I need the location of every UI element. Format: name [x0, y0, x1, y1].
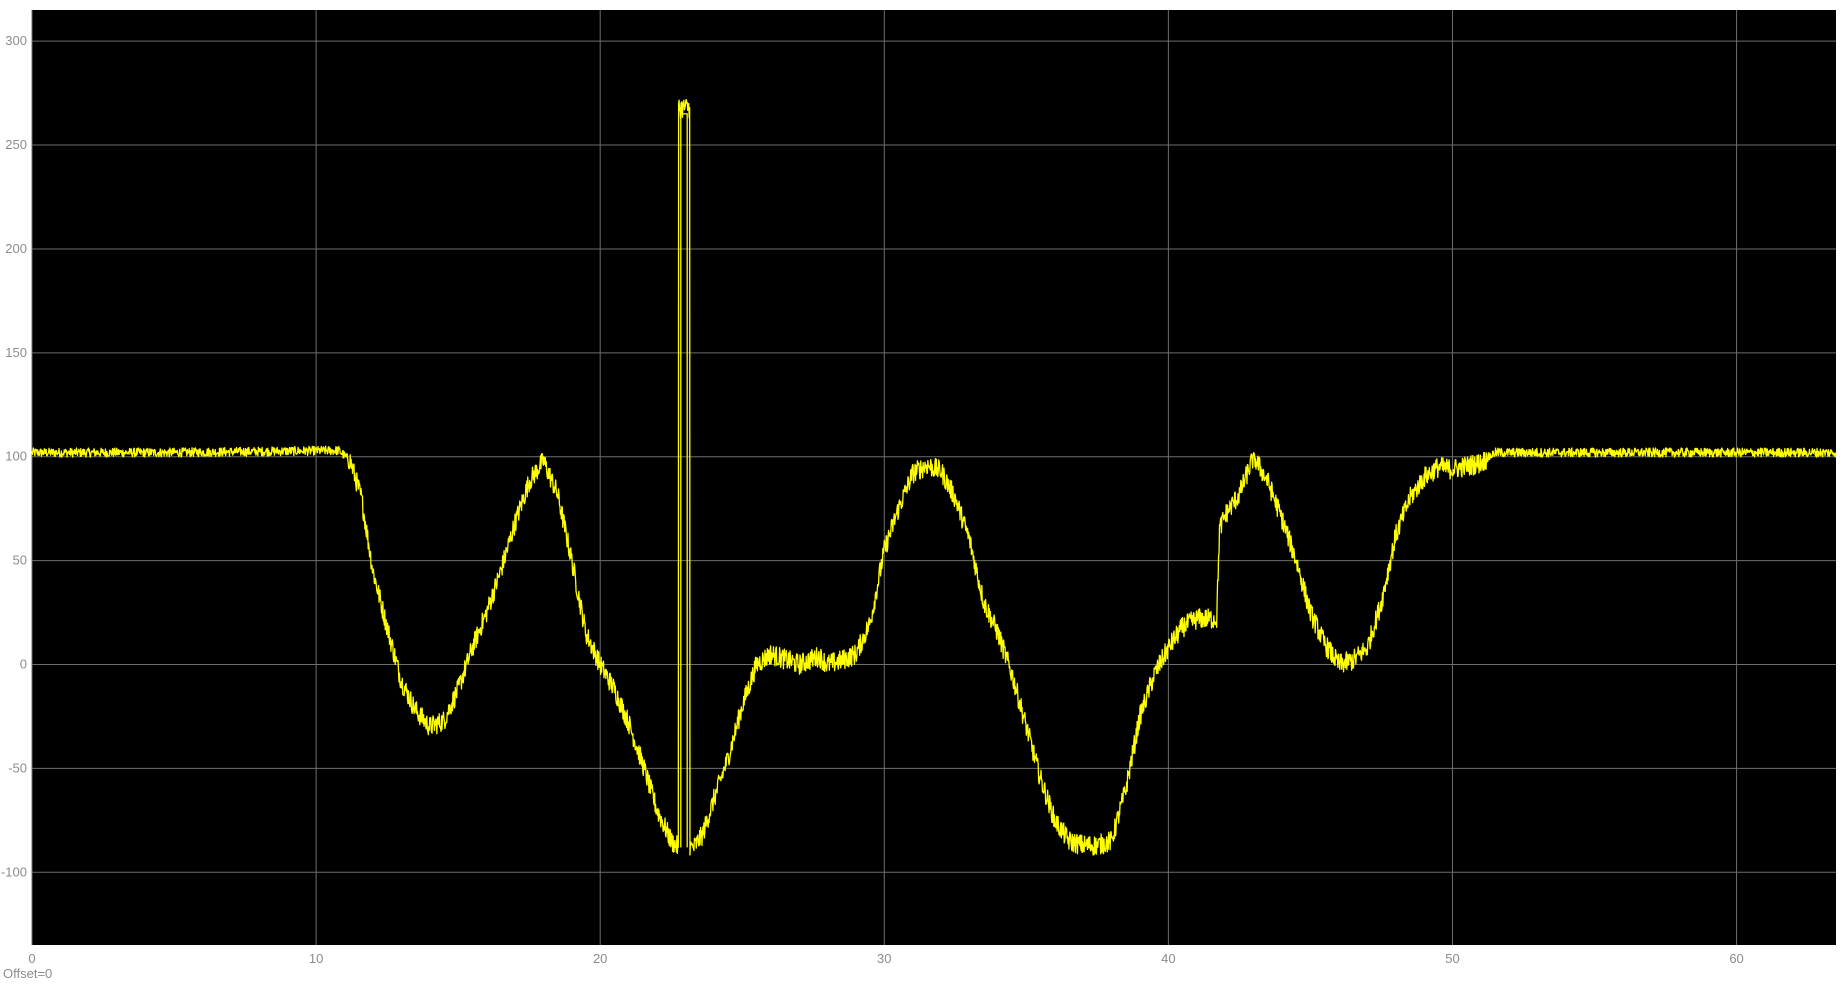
y-tick-label: 200 — [5, 241, 27, 256]
x-tick-label: 60 — [1729, 951, 1743, 966]
x-tick-label: 10 — [309, 951, 323, 966]
y-tick-label: -100 — [1, 864, 27, 879]
spike-pulse-inner — [680, 113, 688, 848]
y-tick-label: 300 — [5, 33, 27, 48]
plot-background — [32, 10, 1836, 945]
y-tick-label: 100 — [5, 449, 27, 464]
offset-label: Offset=0 — [3, 966, 53, 981]
y-tick-label: 0 — [20, 657, 27, 672]
x-axis-ticks: 0 10 20 30 40 50 60 — [28, 951, 1743, 966]
y-tick-label: 50 — [13, 553, 27, 568]
x-tick-label: 20 — [593, 951, 607, 966]
x-tick-label: 0 — [28, 951, 35, 966]
x-tick-label: 50 — [1445, 951, 1459, 966]
signal-trace — [31, 98, 1837, 856]
x-tick-label: 40 — [1161, 951, 1175, 966]
y-tick-label: 250 — [5, 137, 27, 152]
trace-layer — [31, 98, 1837, 856]
y-tick-label: 150 — [5, 345, 27, 360]
grid-layer — [31, 10, 1836, 945]
x-tick-label: 30 — [877, 951, 891, 966]
y-tick-label: -50 — [8, 760, 27, 775]
y-axis-ticks: -100 -50 0 50 100 150 200 250 300 — [1, 33, 27, 879]
